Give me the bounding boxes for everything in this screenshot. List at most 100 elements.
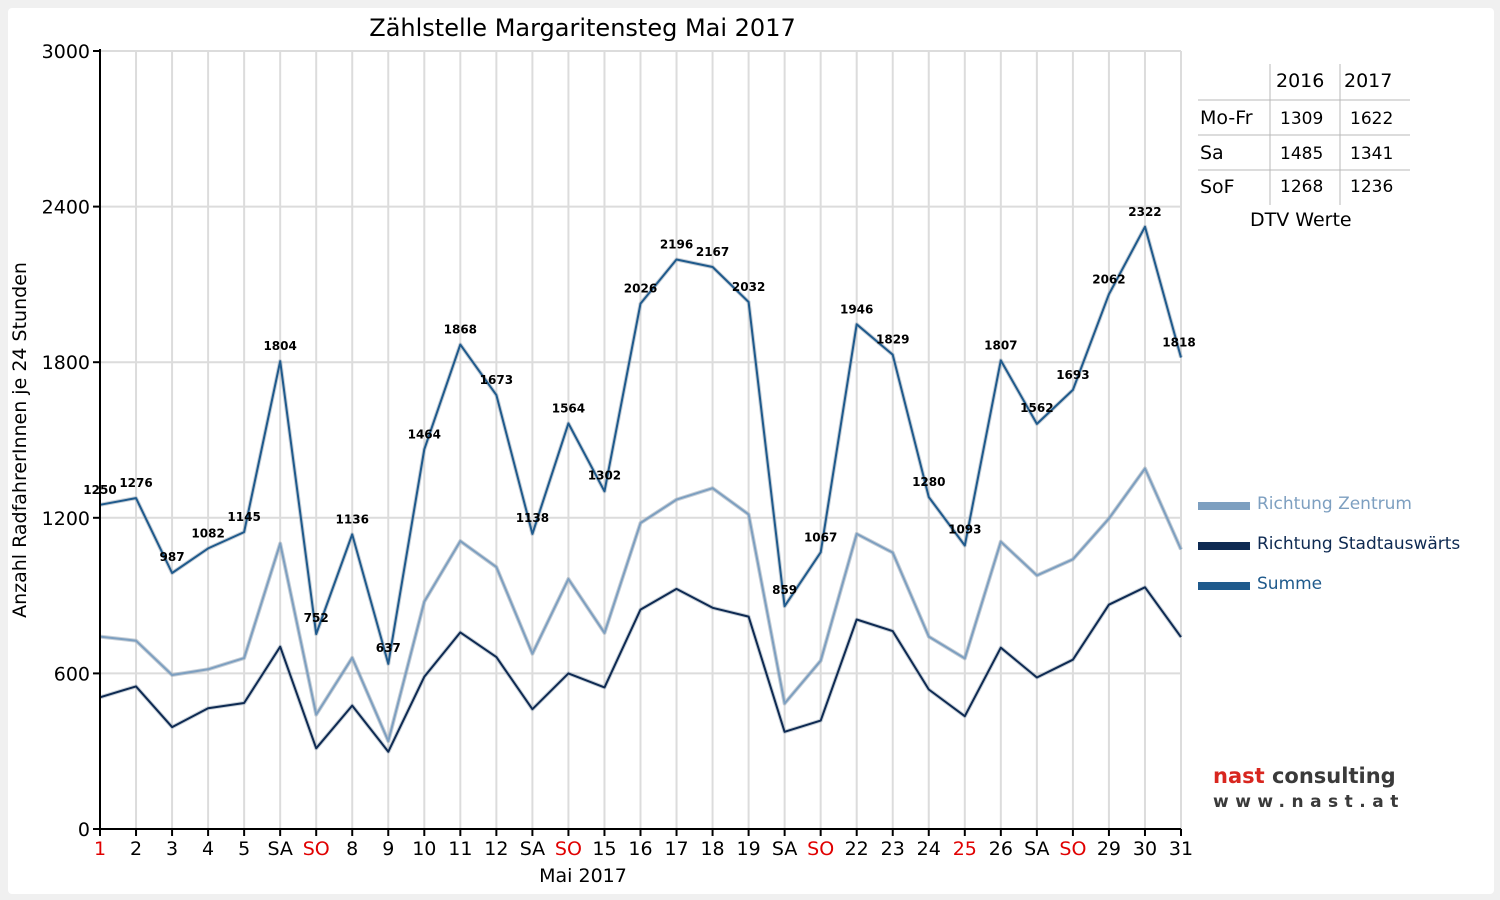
x-tick-label: 25 [953,838,977,860]
x-tick-label: SA [267,838,292,860]
data-label: 1818 [1162,336,1195,350]
x-tick-label: 5 [238,838,250,860]
x-tick-label: SA [1024,838,1049,860]
x-tick-label: 3 [166,838,178,860]
data-label: 1693 [1056,368,1089,382]
logo-brand-part2: consulting [1271,764,1396,788]
data-label: 1829 [876,333,909,347]
data-label: 1276 [119,476,152,490]
x-tick-label: 9 [382,838,394,860]
logo-brand: nast consulting [1213,764,1396,788]
x-tick-label: SO [555,838,582,860]
dtv-header-2016: 2016 [1276,70,1325,92]
x-tick-label: 11 [448,838,472,860]
dtv-row-label: Sa [1200,142,1224,164]
data-label: 2032 [732,280,765,294]
x-tick-label: 12 [484,838,508,860]
data-label: 2196 [660,238,693,252]
data-label: 1564 [552,401,585,415]
data-label: 1673 [480,373,513,387]
dtv-row-label: Mo-Fr [1200,107,1253,129]
dtv-value: 1622 [1350,109,1394,129]
y-tick-label: 0 [78,819,90,841]
dtv-value: 1309 [1280,109,1324,129]
x-tick-label: 22 [845,838,869,860]
data-label: 1302 [588,468,621,482]
dtv-value: 1236 [1350,177,1394,197]
x-tick-label: SA [520,838,545,860]
data-label: 1250 [83,483,116,497]
series-line [99,225,1182,665]
legend-label: Richtung Zentrum [1257,494,1412,514]
x-tick-label: 19 [737,838,761,860]
data-label: 1562 [1020,401,1053,415]
y-tick-label: 1200 [42,508,90,530]
x-tick-label: 31 [1169,838,1193,860]
dtv-value: 1485 [1280,144,1324,164]
x-tick-label: SA [772,838,797,860]
y-axis-label: Anzahl RadfahrerInnen je 24 Stunden [9,262,31,618]
logo-brand-part1: nast [1213,764,1265,788]
x-axis-label: Mai 2017 [539,865,627,887]
x-tick-label: SO [807,838,834,860]
x-tick-label: SO [1059,838,1086,860]
data-label: 1280 [912,475,945,489]
x-tick-label: 24 [917,838,941,860]
x-tick-label: 16 [628,838,652,860]
data-label: 2062 [1092,272,1125,286]
y-tick-label: 1800 [42,352,90,374]
grid-layer [100,50,1182,829]
data-label: 1136 [336,512,369,526]
data-label: 1868 [444,323,477,337]
x-tick-label: 26 [989,838,1013,860]
x-tick-label: 18 [700,838,724,860]
series-line [99,467,1182,743]
x-tick-label: 4 [202,838,214,860]
x-tick-label: 10 [412,838,436,860]
x-tick-label: 23 [881,838,905,860]
data-label: 987 [160,550,185,564]
data-label: 1138 [516,511,549,525]
data-label: 1946 [840,302,873,316]
x-tick-label: SO [303,838,330,860]
company-logo: nast consulting www.nast.at [1200,750,1443,824]
dtv-row-label: SoF [1200,176,1235,198]
data-label: 1093 [948,523,981,537]
y-tick-label: 600 [54,663,90,685]
dtv-value: 1341 [1350,144,1394,164]
x-tick-label: 8 [346,838,358,860]
data-label: 1067 [804,530,837,544]
series-layer [99,224,1183,754]
chart-title: Zählstelle Margaritensteg Mai 2017 [369,14,796,42]
data-label: 637 [376,641,401,655]
dtv-header-2017: 2017 [1344,70,1393,92]
dtv-caption: DTV Werte [1250,209,1352,231]
legend-label: Richtung Stadtauswärts [1257,534,1461,554]
series-line [99,586,1182,753]
data-label: 1082 [191,526,224,540]
data-label: 859 [772,583,797,597]
data-label: 2322 [1128,205,1161,219]
data-label: 752 [304,611,329,625]
legend-label: Summe [1257,574,1323,594]
legend-swatch [1198,582,1250,590]
data-label: 1145 [227,510,260,524]
legend-swatch [1198,502,1250,510]
data-label: 2026 [624,282,657,296]
data-label: 1804 [263,339,296,353]
data-label: 2167 [696,245,729,259]
x-tick-label: 1 [94,838,106,860]
legend-swatch [1198,542,1250,550]
data-label: 1464 [408,427,441,441]
dtv-value: 1268 [1280,177,1324,197]
x-tick-label: 29 [1097,838,1121,860]
x-tick-label: 30 [1133,838,1157,860]
x-tick-label: 2 [130,838,142,860]
y-tick-label: 3000 [42,41,90,63]
chart-panel [8,8,1494,894]
